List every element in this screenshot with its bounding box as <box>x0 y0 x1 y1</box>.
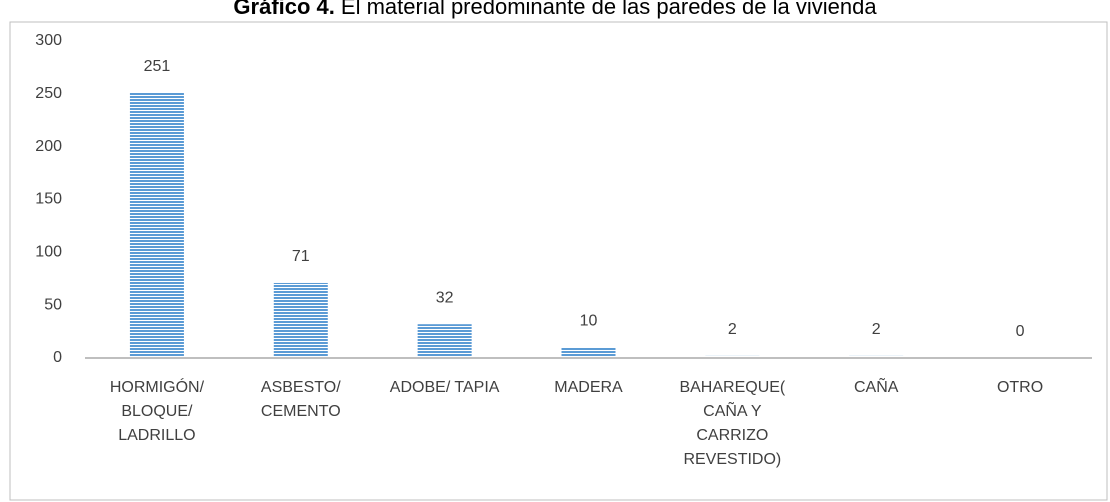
x-tick-label-line: HORMIGÓN/ <box>110 377 205 396</box>
x-tick-label-line: ASBESTO/ <box>261 379 341 396</box>
chart-frame <box>9 21 1108 501</box>
x-tick-label: ADOBE/ TAPIA <box>390 379 500 396</box>
bar <box>129 92 184 358</box>
x-tick-label-line: BAHAREQUE( <box>679 379 785 396</box>
data-label: 0 <box>1016 323 1025 340</box>
y-tick-label: 150 <box>35 191 62 208</box>
bar <box>561 347 616 358</box>
bar <box>273 282 328 358</box>
y-tick-label: 0 <box>53 349 62 366</box>
chart-title: El material predominante de las paredes … <box>341 0 877 19</box>
y-tick-label: 100 <box>35 244 62 261</box>
bar <box>849 355 904 358</box>
bar <box>705 355 760 358</box>
y-tick-label: 200 <box>35 138 62 155</box>
x-tick-label: BAHAREQUE( CAÑA Y CARRIZO REVESTIDO) <box>679 379 785 468</box>
bar <box>417 324 472 358</box>
data-label: 2 <box>872 321 881 338</box>
x-tick-label-line: CAÑA <box>854 376 899 396</box>
data-label: 71 <box>292 248 310 265</box>
x-tick-label-line: CEMENTO <box>261 403 341 420</box>
x-tick-label-line: ADOBE/ TAPIA <box>390 379 500 396</box>
x-tick-label: OTRO <box>997 379 1043 396</box>
y-tick-label: 250 <box>35 85 62 102</box>
x-tick-label-line: CAÑA Y <box>703 400 762 420</box>
x-tick-label-line: MADERA <box>554 379 623 396</box>
x-tick-label: MADERA <box>554 379 623 396</box>
chart-title-group: Gráfico 4. El material predominante de la… <box>233 0 877 19</box>
data-label: 10 <box>580 313 598 330</box>
x-tick-label: CAÑA <box>854 376 899 396</box>
data-label: 251 <box>144 58 171 75</box>
x-tick-label: ASBESTO/CEMENTO <box>261 379 341 420</box>
data-label: 2 <box>728 321 737 338</box>
x-tick-label-line: CARRIZO <box>696 427 768 444</box>
y-tick-label: 300 <box>35 32 62 49</box>
x-tick-label-line: REVESTIDO) <box>683 451 781 468</box>
x-tick-label-line: LADRILLO <box>118 427 195 444</box>
x-tick-label: HORMIGÓN/BLOQUE/LADRILLO <box>110 377 205 444</box>
chart-title-prefix: Gráfico 4. <box>233 0 334 19</box>
data-label: 32 <box>436 289 454 306</box>
x-tick-label-line: OTRO <box>997 379 1043 396</box>
y-tick-label: 50 <box>44 296 62 313</box>
x-tick-label-line: BLOQUE/ <box>121 403 193 420</box>
